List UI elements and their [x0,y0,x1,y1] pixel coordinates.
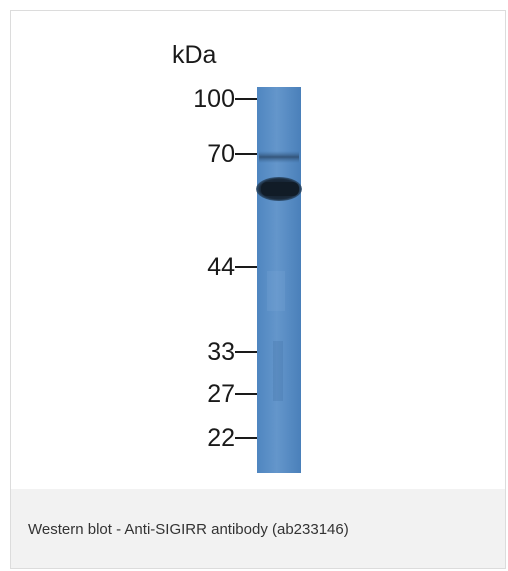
unit-label: kDa [172,41,217,69]
marker-label-44: 44 [207,253,235,281]
marker-label-27: 27 [207,380,235,408]
faint-band [259,151,299,163]
lane-streak [273,341,283,401]
lane-streak [267,271,285,311]
figure-caption: Western blot - Anti-SIGIRR antibody (ab2… [28,521,349,538]
marker-label-70: 70 [207,140,235,168]
western-blot-image: kDa 100 70 44 33 27 22 [11,11,505,489]
marker-label-33: 33 [207,338,235,366]
figure-card: kDa 100 70 44 33 27 22 Western blot - An… [10,10,506,569]
main-band-core [261,182,299,196]
blot-svg [235,87,302,473]
caption-panel: Western blot - Anti-SIGIRR antibody (ab2… [11,489,505,568]
marker-label-22: 22 [207,424,235,452]
marker-label-100: 100 [193,85,235,113]
